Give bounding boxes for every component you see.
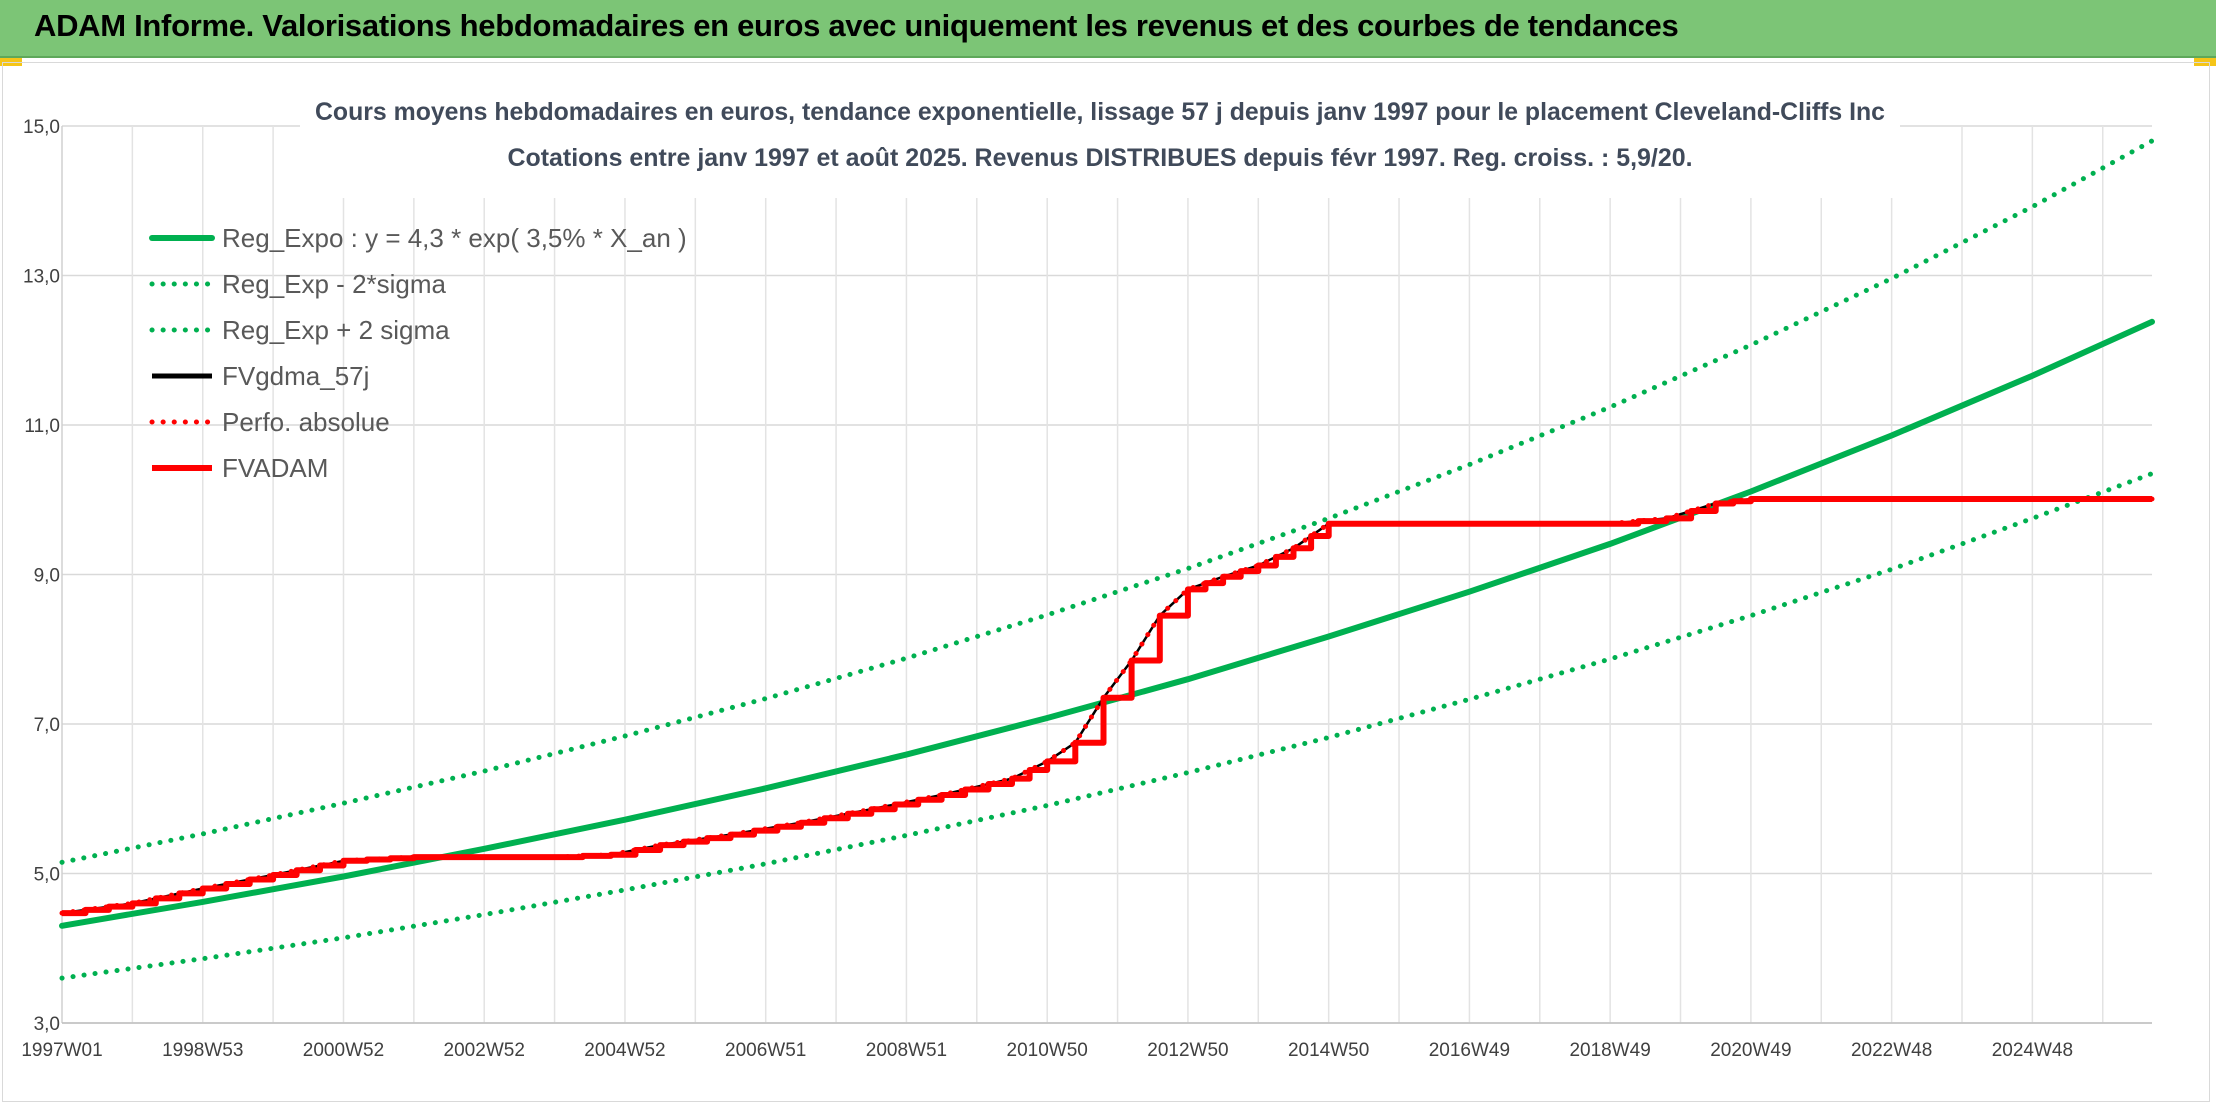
x-tick-label: 2002W52 <box>444 1040 525 1061</box>
legend-label: FVADAM <box>222 453 328 483</box>
x-tick-label: 2006W51 <box>725 1040 806 1061</box>
grid <box>62 125 2152 1024</box>
y-tick-label: 3,0 <box>34 1014 60 1035</box>
legend-label: Reg_Expo : y = 4,3 * exp( 3,5% * X_an ) <box>222 223 687 253</box>
x-tick-label: 1998W53 <box>162 1040 243 1061</box>
chart-title-line-1: Cours moyens hebdomadaires en euros, ten… <box>315 98 1885 126</box>
legend-label: Reg_Exp + 2 sigma <box>222 315 450 345</box>
x-tick-label: 2004W52 <box>584 1040 665 1061</box>
series-line-5 <box>59 496 2155 916</box>
chart-title-line-2: Cotations entre janv 1997 et août 2025. … <box>508 144 1693 172</box>
series-line-6 <box>62 496 2152 917</box>
legend-label: Perfo. absolue <box>222 407 390 437</box>
x-tick-label: 2016W49 <box>1429 1040 1510 1061</box>
y-tick-label: 11,0 <box>24 416 60 437</box>
series-line-4 <box>61 497 2152 915</box>
x-tick-label: 1997W01 <box>21 1040 102 1061</box>
x-tick-label: 2022W48 <box>1851 1040 1932 1061</box>
axes: 3,0 5,0 7,0 9,0 11,0 13,0 15,0 1997W01 1998W53 20… <box>21 117 2152 1061</box>
y-tick-label: 5,0 <box>34 865 60 886</box>
x-tick-label: 2000W52 <box>303 1040 384 1061</box>
report-banner: ADAM Informe. Valorisations hebdomadaire… <box>0 0 2216 58</box>
report-title: ADAM Informe. Valorisations hebdomadaire… <box>34 8 1679 43</box>
y-tick-label: 13,0 <box>23 267 60 288</box>
chart-area: 3,0 5,0 7,0 9,0 11,0 13,0 15,0 1997W01 1998W53 20… <box>0 60 2216 1106</box>
x-tick-label: 2024W48 <box>1992 1040 2073 1061</box>
x-tick-label: 2020W49 <box>1710 1040 1791 1061</box>
x-tick-label: 2008W51 <box>866 1040 947 1061</box>
x-tick-label: 2010W50 <box>1007 1040 1088 1061</box>
y-tick-label: 9,0 <box>34 566 60 587</box>
chart: 3,0 5,0 7,0 9,0 11,0 13,0 15,0 1997W01 1998W53 20… <box>21 90 2155 1061</box>
x-tick-label: 2014W50 <box>1288 1040 1369 1061</box>
legend: Reg_Expo : y = 4,3 * exp( 3,5% * X_an ) R… <box>149 223 687 483</box>
y-tick-label: 7,0 <box>34 715 60 736</box>
y-tick-label: 15,0 <box>23 117 60 138</box>
series-line-2 <box>59 471 2155 981</box>
x-tick-label: 2012W50 <box>1147 1040 1228 1061</box>
legend-label: Reg_Exp - 2*sigma <box>222 269 447 299</box>
legend-label: FVgdma_57j <box>222 361 369 391</box>
chart-title: Cours moyens hebdomadaires en euros, ten… <box>300 90 1900 198</box>
series <box>59 138 2155 981</box>
x-tick-label: 2018W49 <box>1569 1040 1650 1061</box>
